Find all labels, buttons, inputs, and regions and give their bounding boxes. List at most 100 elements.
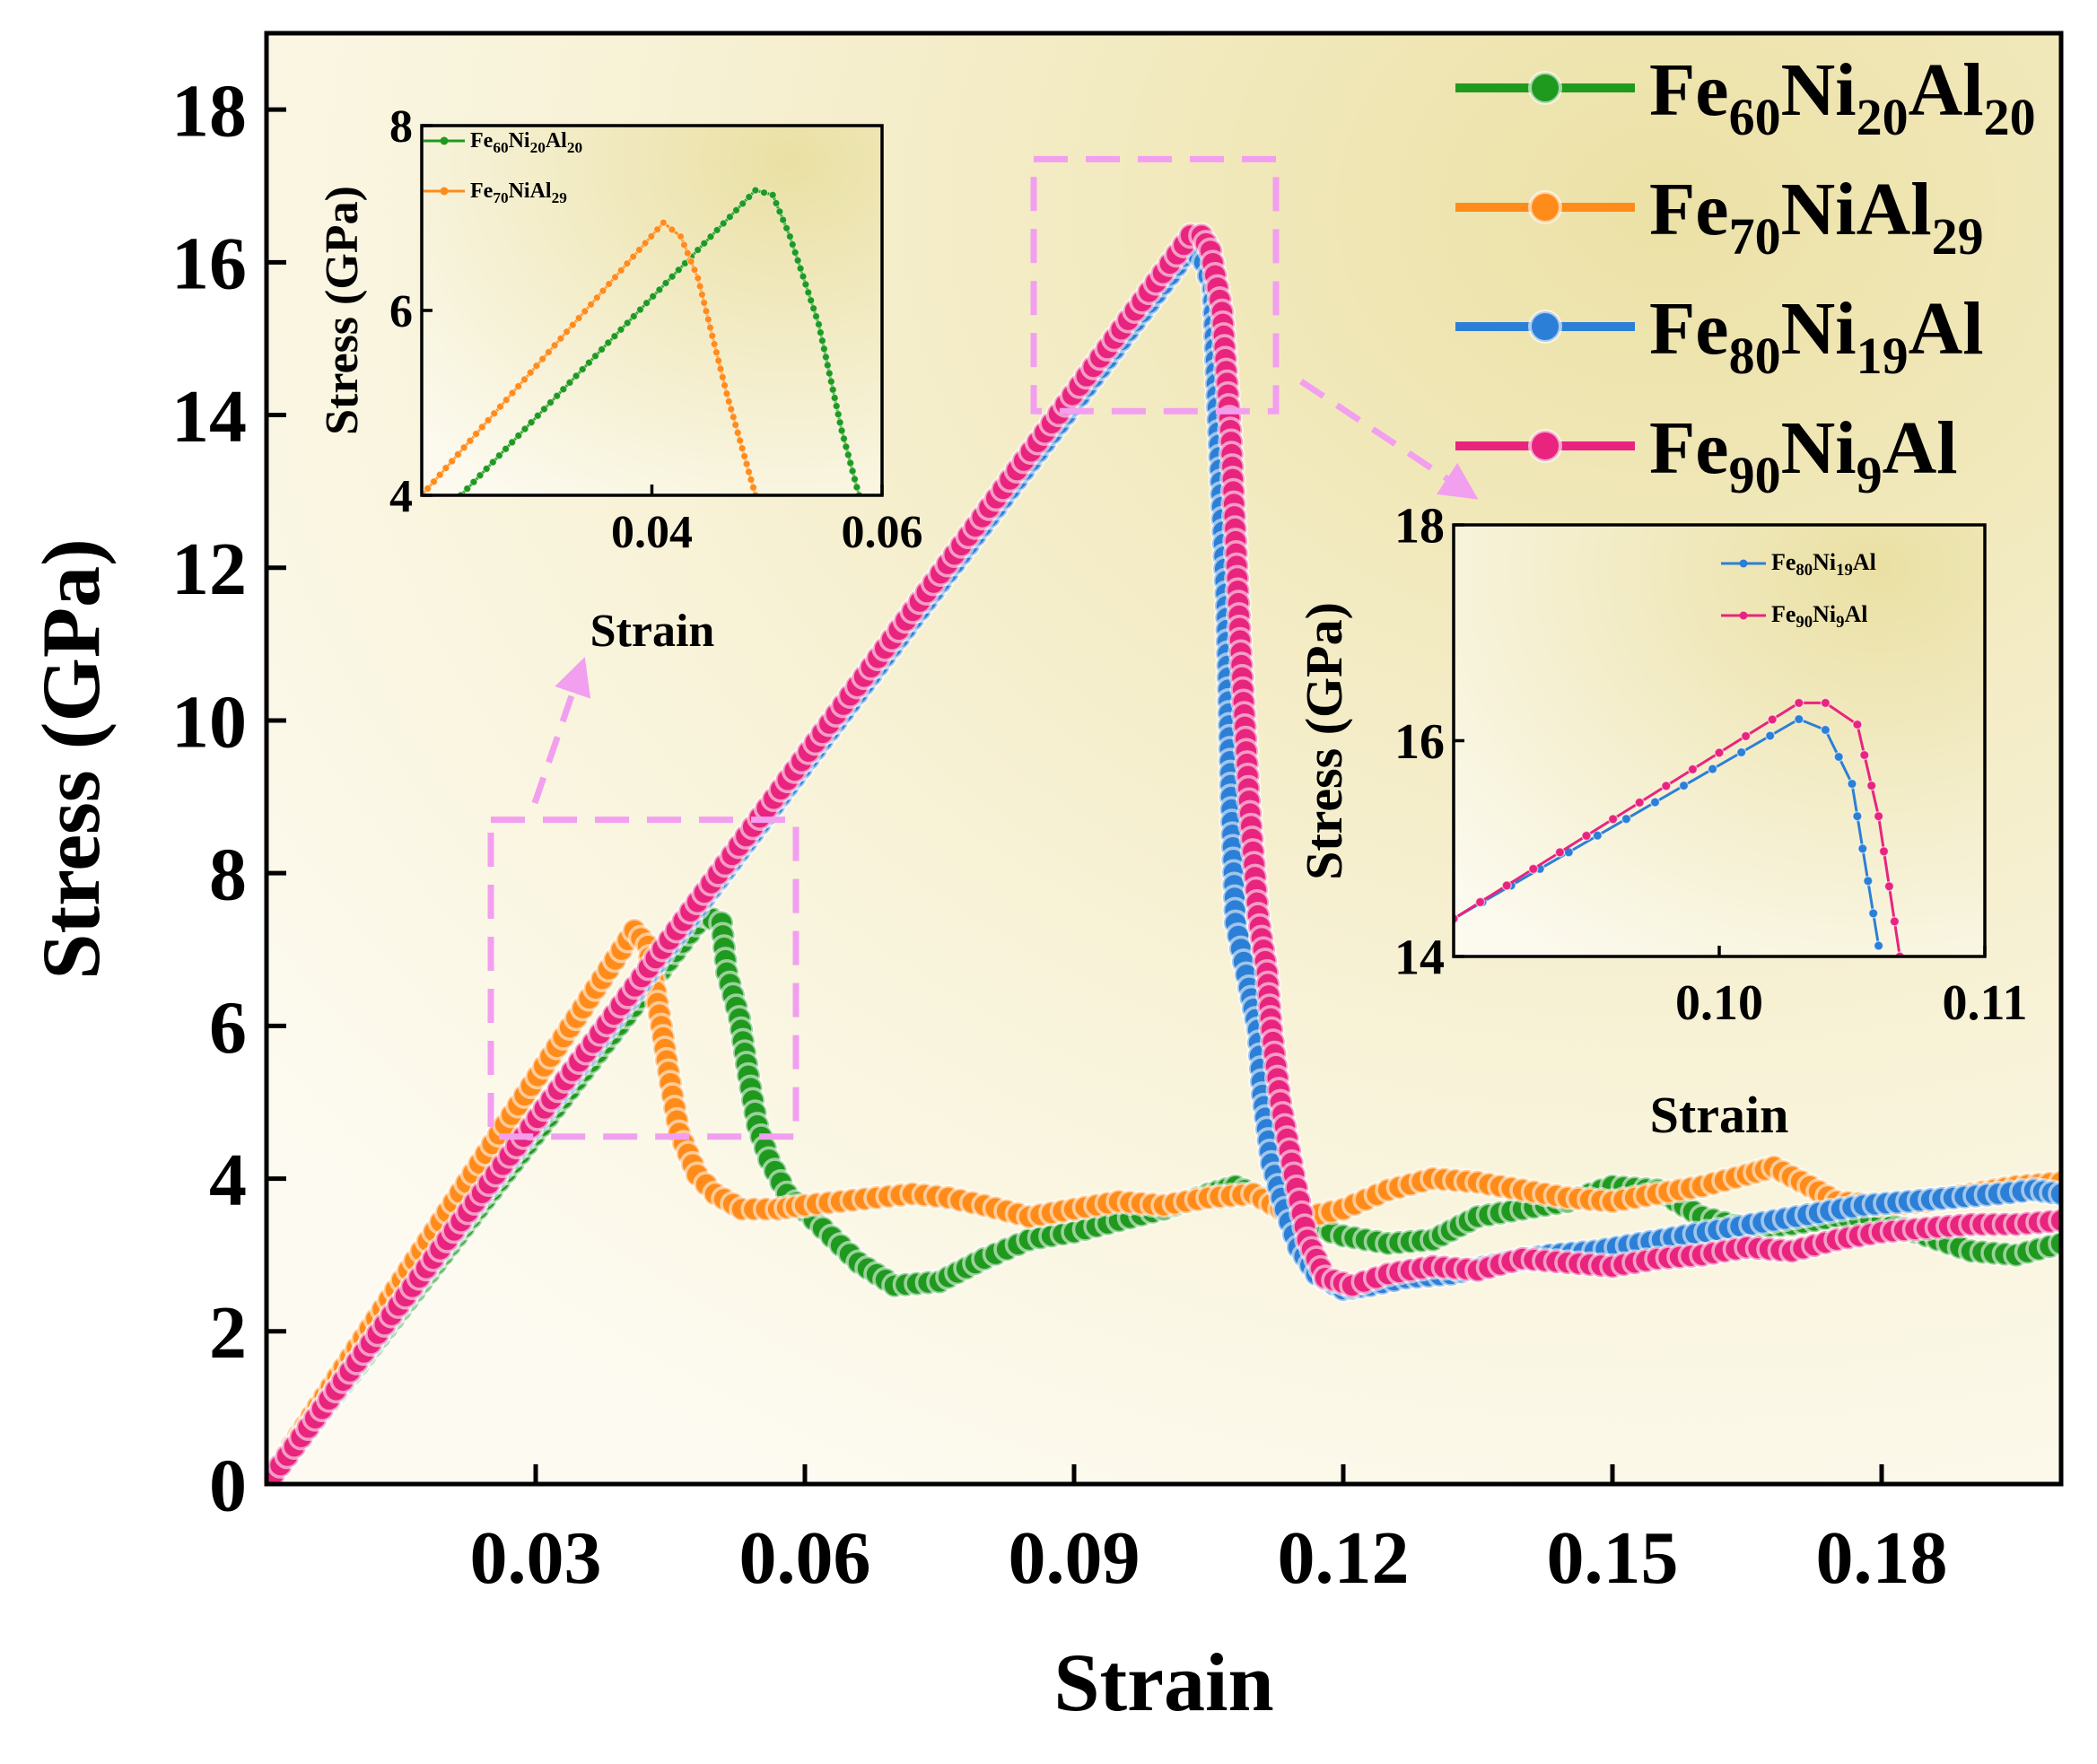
x-tick-label: 0.04 <box>611 507 693 558</box>
data-point <box>1820 697 1831 709</box>
legend-text-part: Ni <box>1781 48 1857 132</box>
data-point <box>1878 846 1890 857</box>
legend-subscript: 29 <box>552 189 568 206</box>
data-point <box>695 282 704 291</box>
data-point <box>635 305 645 314</box>
data-point <box>1859 749 1870 761</box>
legend-text-part: Ni <box>509 129 530 153</box>
data-point <box>559 385 568 394</box>
data-point <box>852 483 861 492</box>
data-point <box>539 405 548 414</box>
legend-label: Fe80​Ni19​Al <box>1771 549 1876 580</box>
data-point <box>490 409 499 418</box>
data-point <box>768 190 777 199</box>
data-point <box>712 348 721 357</box>
data-point <box>429 477 439 486</box>
data-point <box>733 428 742 437</box>
zoom-boxes <box>487 155 1479 1140</box>
data-point <box>604 338 613 347</box>
data-point <box>1714 747 1725 758</box>
y-tick-label: 16 <box>171 223 247 306</box>
data-point <box>477 423 486 432</box>
data-point <box>532 362 541 371</box>
legend-subscript: 90 <box>1729 446 1781 504</box>
data-point <box>738 199 747 208</box>
legend-text-part: Fe <box>470 129 494 153</box>
data-point <box>599 286 607 295</box>
legend-marker <box>440 187 449 196</box>
data-point <box>694 274 703 283</box>
data-point <box>801 280 810 289</box>
data-point <box>459 443 468 452</box>
y-tick-label: 4 <box>209 1139 247 1222</box>
x-tick-label: 0.15 <box>1547 1516 1679 1600</box>
y-tick-label: 16 <box>1394 714 1445 770</box>
legend-text-part: Al <box>1883 406 1958 490</box>
data-point <box>1863 876 1874 886</box>
data-point <box>1889 916 1900 927</box>
data-point <box>708 331 717 340</box>
data-point <box>748 483 758 492</box>
legend-marker <box>1739 611 1748 620</box>
data-point <box>544 347 553 357</box>
legend-subscript: 90 <box>1796 613 1813 632</box>
zoom-arrow-left <box>531 657 591 805</box>
data-point <box>472 430 481 439</box>
data-point <box>791 248 799 257</box>
data-point <box>1852 811 1863 822</box>
legend-label: Fe60​Ni20​Al20​ <box>470 129 582 156</box>
data-point <box>578 365 587 374</box>
data-point <box>1794 697 1804 709</box>
y-tick-label: 6 <box>389 286 413 337</box>
x-tick-label: 0.10 <box>1675 975 1763 1031</box>
data-point <box>828 385 837 394</box>
data-point <box>1833 751 1844 763</box>
data-point <box>785 232 794 241</box>
y-tick-label: 18 <box>1394 499 1445 555</box>
data-point <box>683 249 692 258</box>
data-point <box>721 380 730 390</box>
data-point <box>705 323 715 332</box>
data-point <box>821 353 830 362</box>
data-point <box>677 232 686 241</box>
data-point <box>476 471 485 480</box>
legend-subscript: 20 <box>1984 88 2036 146</box>
data-point <box>1634 797 1645 808</box>
data-point <box>642 299 651 308</box>
x-axis-label: Strain <box>1650 1086 1789 1144</box>
data-point <box>817 336 826 345</box>
plot-frame <box>264 31 2064 1487</box>
y-tick-label: 8 <box>209 834 247 917</box>
data-point <box>814 319 824 329</box>
data-point <box>586 300 596 309</box>
data-point <box>1687 764 1699 775</box>
legend-text-part: Ni <box>1781 406 1857 490</box>
data-point <box>616 325 625 334</box>
data-point <box>568 320 577 329</box>
main-legend: Fe60​Ni20​Al20​Fe70​NiAl29​Fe80​Ni19​AlF… <box>1455 48 2036 504</box>
legend-marker <box>1528 190 1562 224</box>
legend-subscript: 70 <box>1729 207 1781 266</box>
data-point <box>2048 1207 2061 1235</box>
legend-marker <box>1528 429 1562 463</box>
data-point <box>653 225 662 234</box>
data-point <box>832 402 841 411</box>
data-point <box>775 207 784 216</box>
legend-text-part: Fe <box>470 179 494 203</box>
data-point <box>848 467 857 476</box>
data-point <box>830 393 839 403</box>
legend-subscript: 70 <box>493 189 508 206</box>
data-point <box>668 225 677 234</box>
legend-label: Fe70​NiAl29​ <box>1649 168 1984 266</box>
data-point <box>716 364 725 373</box>
data-point <box>697 290 706 299</box>
legend-marker <box>1739 559 1748 568</box>
legend-subscript: 9 <box>1857 446 1883 504</box>
legend-text-part: Fe <box>1649 48 1729 132</box>
data-point <box>744 467 754 476</box>
data-point <box>668 272 677 281</box>
data-point <box>1528 863 1539 875</box>
data-point <box>448 457 457 466</box>
data-point <box>641 239 650 248</box>
data-point <box>702 307 711 316</box>
